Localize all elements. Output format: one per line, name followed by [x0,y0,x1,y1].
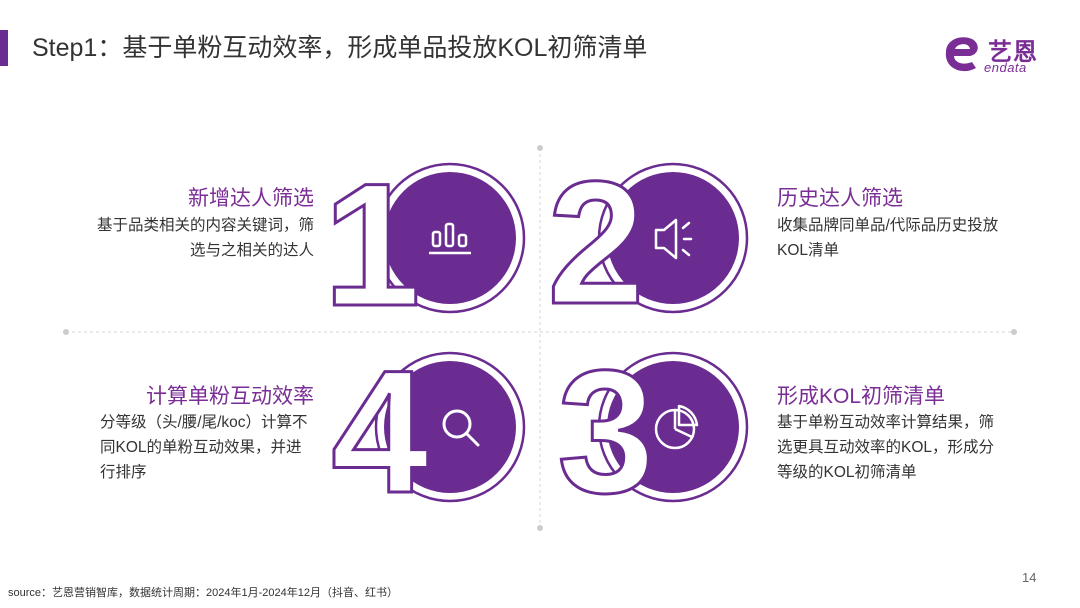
step-4-graphic: 4 [330,334,526,532]
search-icon [442,409,480,447]
step-4-number: 4 [331,335,428,530]
step-2-number: 2 [547,146,644,341]
step-4-title: 计算单粉互动效率 [146,385,314,408]
endata-logo-icon [945,37,978,72]
pie-chart-icon [654,404,699,450]
source-note: source：艺恩营销智库，数据统计周期：2024年1月-2024年12月（抖音… [8,587,398,599]
step-1-desc: 基于品类相关的内容关键词，筛选与之相关的达人 [96,217,314,259]
logo-text-cn: 艺恩 [988,39,1038,66]
logo-text-en: endata [984,60,1027,75]
title-accent-bar [0,30,8,66]
step-1-graphic: 1 [322,147,526,345]
divider-dots [63,145,1017,531]
step-3-number: 3 [557,335,654,530]
step-1-title: 新增达人筛选 [188,187,314,210]
step-2-desc: 收集品牌同单品/代际品历史投放KOL清单 [777,217,999,259]
step-3-graphic: 3 [556,334,749,532]
step-1-number: 1 [323,148,420,343]
step-2-graphic: 2 [546,145,749,343]
endata-logo: 艺恩 endata [940,30,1060,76]
divider-lines [66,148,1014,528]
bar-chart-icon [429,222,471,255]
step-4-desc: 分等级（头/腰/尾/koc）计算不同KOL的单粉互动效果，并进行排序 [100,414,308,481]
page-title: Step1：基于单粉互动效率，形成单品投放KOL初筛清单 [32,34,648,62]
page-number: 14 [1022,570,1037,585]
megaphone-icon [654,218,693,260]
step-2-title: 历史达人筛选 [777,187,903,210]
step-3-title: 形成KOL初筛清单 [777,385,946,408]
step-3-desc: 基于单粉互动效率计算结果，筛选更具互动效率的KOL，形成分等级的KOL初筛清单 [777,414,995,481]
